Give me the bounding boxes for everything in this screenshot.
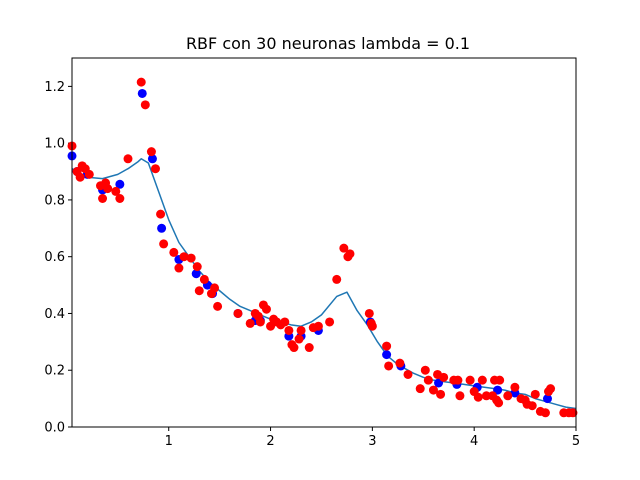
red-point [194, 286, 204, 296]
red-point [439, 372, 449, 382]
y-tick-label: 0.6 [44, 250, 65, 265]
y-tick-label: 0.4 [44, 307, 65, 322]
blue-point [137, 88, 147, 98]
y-tick-label: 1.2 [44, 80, 65, 95]
red-point [136, 77, 146, 87]
red-point [199, 274, 209, 284]
red-point [345, 249, 355, 259]
red-point [289, 343, 299, 353]
red-point [415, 384, 425, 394]
red-point [339, 243, 349, 253]
red-point [403, 369, 413, 379]
red-point [261, 304, 271, 314]
red-point [313, 321, 323, 331]
red-point [255, 317, 265, 327]
red-point [280, 317, 290, 327]
red-point [364, 308, 374, 318]
red-point [423, 375, 433, 385]
red-point [84, 169, 94, 179]
red-point [174, 263, 184, 273]
red-point [296, 325, 306, 335]
ticks-layer: 1 2 3 4 5 0.0 0.2 0.4 0.6 0.8 1.0 1.2 [44, 80, 580, 449]
red-point [568, 408, 578, 418]
blue-point [115, 179, 125, 189]
red-point [540, 408, 550, 418]
red-point [420, 365, 430, 375]
plot-frame [71, 57, 577, 428]
red-point [284, 325, 294, 335]
red-point [123, 154, 133, 164]
red-point [503, 391, 513, 401]
y-tick-label: 1.0 [44, 137, 65, 152]
red-point [494, 398, 504, 408]
red-point [186, 253, 196, 263]
red-point [473, 392, 483, 402]
red-point [455, 391, 465, 401]
chart-title: RBF con 30 neuronas lambda = 0.1 [186, 34, 470, 53]
red-point [367, 321, 377, 331]
x-tick-label: 5 [572, 434, 580, 449]
red-point [169, 247, 179, 257]
red-point [213, 301, 223, 311]
blue-point [157, 223, 167, 233]
blue-point [382, 350, 392, 360]
red-point [115, 194, 125, 203]
fit-line-series [71, 158, 577, 410]
red-point [453, 375, 463, 385]
red-point [530, 389, 540, 399]
red-point [103, 184, 113, 194]
red-point [245, 318, 255, 328]
red-point [304, 343, 314, 353]
blue-point [191, 269, 201, 279]
red-point [527, 401, 537, 411]
red-point [395, 358, 405, 368]
red-point [156, 209, 166, 219]
red-point [382, 341, 392, 351]
blue-point [147, 154, 157, 164]
red-point [140, 100, 150, 110]
red-point [428, 385, 438, 395]
red-point [98, 194, 108, 203]
y-tick-label: 0.8 [44, 193, 65, 208]
red-point [192, 262, 202, 272]
red-point [210, 283, 220, 293]
x-tick-label: 2 [266, 434, 274, 449]
red-point [150, 164, 160, 174]
red-point [233, 308, 243, 318]
red-point [179, 252, 189, 262]
red-point [477, 375, 487, 385]
x-tick-label: 1 [165, 434, 173, 449]
points-layer [67, 77, 578, 418]
red-point [510, 382, 520, 392]
red-point [75, 172, 85, 182]
red-point [294, 334, 304, 344]
x-tick-label: 4 [470, 434, 478, 449]
red-point [325, 317, 335, 327]
red-point [465, 375, 475, 385]
y-tick-label: 0.0 [44, 421, 65, 436]
line-layer [71, 158, 577, 410]
red-point [146, 147, 156, 157]
red-point [159, 239, 169, 249]
red-point [546, 384, 556, 394]
red-point [332, 274, 342, 284]
y-tick-label: 0.2 [44, 364, 65, 379]
blue-point [542, 394, 552, 404]
red-point [495, 375, 505, 385]
red-point [111, 186, 121, 196]
x-tick-label: 3 [368, 434, 376, 449]
red-point [384, 361, 394, 371]
red-point [436, 389, 446, 399]
